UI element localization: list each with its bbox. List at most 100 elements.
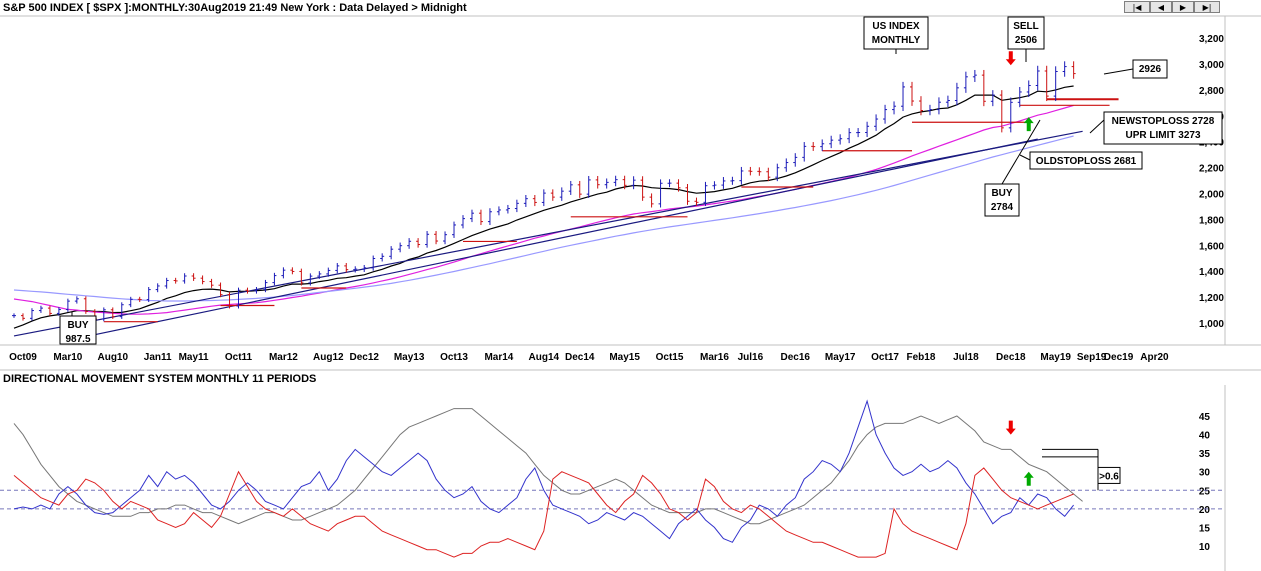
nav-last-button[interactable]: ▶|	[1194, 1, 1220, 13]
x-tick-label: Dec14	[565, 352, 595, 363]
price-y-tick-label: 1,800	[1199, 215, 1224, 226]
annotation-text: BUY	[67, 320, 88, 331]
price-y-tick-label: 2,800	[1199, 86, 1224, 97]
x-tick-label: Jul18	[953, 352, 979, 363]
price-y-tick-label: 1,400	[1199, 267, 1224, 278]
price-x-axis: Oct09 Mar10 Aug10 Jan11 May11 Oct11 Mar12 Aug12…	[9, 352, 1169, 363]
annotation-box	[1007, 16, 1045, 50]
dms-series-line	[13, 467, 1074, 558]
moving-average-line	[13, 104, 1074, 315]
trendline	[13, 130, 1083, 337]
annotation-text: OLDSTOPLOSS 2681	[1036, 156, 1137, 167]
annotation-text: UPR LIMIT 3273	[1125, 130, 1200, 141]
annotation-leader	[1103, 68, 1134, 75]
x-tick-label: Aug10	[97, 352, 128, 363]
annotation-text: 987.5	[65, 334, 90, 345]
annotation-text: US INDEX	[872, 21, 920, 32]
price-y-tick-label: 1,600	[1199, 241, 1224, 252]
annotation-text: SELL	[1013, 21, 1039, 32]
sell-arrow-icon	[1005, 51, 1016, 66]
dms-series-line	[13, 408, 1083, 525]
annotation-text: NEWSTOPLOSS 2728	[1112, 116, 1215, 127]
price-y-tick-label: 2,200	[1199, 164, 1224, 175]
dms-y-tick-label: 45	[1199, 412, 1211, 423]
annotation-box	[59, 315, 97, 345]
x-tick-label: Dec19	[1104, 352, 1134, 363]
nav-next-button[interactable]: ▶	[1172, 1, 1194, 13]
x-tick-label: Aug12	[313, 352, 344, 363]
annotation-text: >0.6	[1099, 471, 1119, 482]
chart-title: S&P 500 INDEX [ $SPX ]:MONTHLY:30Aug2019…	[3, 2, 467, 14]
dms-y-tick-label: 20	[1199, 505, 1211, 516]
annotation-box	[1097, 466, 1121, 484]
annotation-text: 2506	[1015, 35, 1038, 46]
nav-first-button[interactable]: |◀	[1124, 1, 1150, 13]
x-tick-label: May17	[825, 352, 856, 363]
annotation-box	[863, 16, 929, 50]
x-tick-label: Aug14	[529, 352, 560, 363]
stoploss-lines	[103, 98, 1119, 323]
x-tick-label: Dec12	[349, 352, 379, 363]
x-tick-label: Oct13	[440, 352, 468, 363]
x-tick-label: Feb18	[907, 352, 936, 363]
dms-y-tick-label: 35	[1199, 449, 1211, 460]
dms-lines	[13, 399, 1083, 558]
annotation-leader	[1001, 119, 1041, 185]
annotation-leader	[1019, 154, 1031, 161]
x-tick-label: May11	[179, 352, 209, 363]
x-tick-label: Apr20	[1140, 352, 1169, 363]
x-tick-label: Sep19	[1077, 352, 1107, 363]
price-y-axis: 1,0001,2001,4001,6001,8002,0002,2002,400…	[1199, 34, 1224, 330]
dms-y-tick-label: 10	[1199, 542, 1211, 553]
x-tick-label: Oct11	[225, 352, 253, 363]
buy-arrow-icon	[1023, 117, 1034, 132]
price-y-tick-label: 3,000	[1199, 60, 1224, 71]
sell-arrow-icon	[1005, 420, 1016, 435]
x-tick-label: Mar16	[700, 352, 729, 363]
signal-arrows	[1005, 51, 1034, 132]
annotation-text: BUY	[991, 188, 1012, 199]
moving-averages	[13, 85, 1074, 329]
trendlines	[13, 130, 1083, 337]
annotation-box	[1132, 59, 1168, 79]
annotation-text: 2784	[991, 202, 1014, 213]
x-tick-label: Mar10	[53, 352, 82, 363]
price-y-tick-label: 2,000	[1199, 190, 1224, 201]
indicator-title: DIRECTIONAL MOVEMENT SYSTEM MONTHLY 11 P…	[3, 373, 316, 385]
x-tick-label: Mar14	[484, 352, 513, 363]
buy-arrow-icon	[1023, 471, 1034, 486]
price-y-tick-label: 1,000	[1199, 319, 1224, 330]
x-tick-label: Oct17	[871, 352, 899, 363]
x-tick-label: Oct15	[656, 352, 684, 363]
dms-y-axis: 10 15 20 25 30 35 40 45	[1199, 412, 1211, 553]
annotation-text: MONTHLY	[872, 35, 921, 46]
nav-prev-button[interactable]: ◀	[1150, 1, 1172, 13]
dms-annotation: >0.6	[1097, 449, 1121, 491]
dms-y-tick-label: 40	[1199, 431, 1211, 442]
trendline	[94, 138, 1038, 336]
x-tick-label: Jul16	[738, 352, 764, 363]
annotation-text: 2926	[1139, 64, 1162, 75]
annotation-leader	[1089, 119, 1105, 134]
x-tick-label: Oct09	[9, 352, 37, 363]
annotation-box	[1029, 151, 1143, 170]
x-tick-label: Dec18	[996, 352, 1026, 363]
x-tick-label: May19	[1040, 352, 1071, 363]
price-y-tick-label: 1,200	[1199, 293, 1224, 304]
x-tick-label: May15	[609, 352, 640, 363]
ohlc-bars	[12, 61, 1076, 322]
moving-average-line	[13, 135, 1074, 302]
dms-series-line	[13, 399, 1074, 543]
dms-y-tick-label: 15	[1199, 523, 1211, 534]
dms-markers	[1005, 420, 1098, 486]
annotation-boxes: BUY 987.5 US INDEX MONTHLY SELL 2506 2926 NEWST…	[59, 16, 1223, 345]
moving-average-line	[13, 85, 1074, 329]
annotation-box	[1103, 111, 1223, 145]
x-tick-label: May13	[394, 352, 425, 363]
x-tick-label: Jan11	[144, 352, 172, 363]
x-tick-label: Mar12	[269, 352, 298, 363]
dms-y-tick-label: 30	[1199, 468, 1211, 479]
dms-reference-lines	[0, 489, 1225, 510]
annotation-box	[984, 183, 1020, 217]
